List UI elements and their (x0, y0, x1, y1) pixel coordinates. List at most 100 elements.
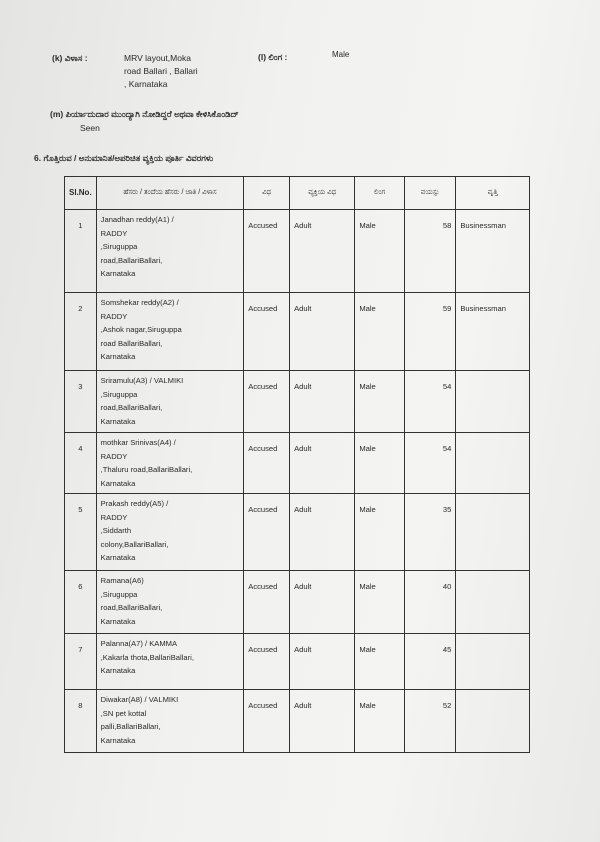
person-type-cell: Adult (289, 633, 356, 690)
sl-no-cell: 1 (64, 209, 97, 293)
type-cell: Accused (243, 689, 291, 753)
name-address-cell: Janadhan reddy(A1) / RADDY ,Siruguppa road,… (95, 209, 245, 293)
gender-cell: Male (354, 370, 405, 433)
name-address-line: road BallariBallari, (100, 338, 163, 348)
person-type-cell: Adult (289, 689, 356, 753)
name-address-line: Karnataka (100, 352, 136, 361)
table-row: 7 Palanna(A7) / KAMMA ,Kakarla thota,Balla… (64, 633, 530, 690)
gender-cell: Male (354, 633, 405, 690)
name-address-line: mothkar Srinivas(A4) / (100, 438, 176, 447)
address-line: , Karnataka (124, 79, 168, 89)
name-address-line: ,Kakarla thota,BallariBallari, (100, 652, 194, 662)
name-address-cell: Palanna(A7) / KAMMA ,Kakarla thota,Ballar… (95, 633, 245, 690)
table-row: 4 mothkar Srinivas(A4) / RADDY ,Thaluru roa… (64, 432, 530, 494)
address-line: road Ballari , Ballari (124, 66, 198, 76)
header-name: ಹೆಸರು / ತಂದೆಯ ಹೆಸರು / ಜಾತಿ / ವಿಳಾಸ (95, 176, 245, 210)
age-cell: 40 (403, 570, 457, 634)
sl-no-cell: 4 (64, 432, 97, 494)
header-age: ವಯಸ್ಸು (403, 176, 457, 210)
table-header-row: Sl.No. ಹೆಸರು / ತಂದೆಯ ಹೆಸರು / ಜಾತಿ / ವಿಳಾ… (64, 176, 530, 210)
name-address-line: RADDY (100, 228, 128, 238)
gender-label: (l) ಲಿಂಗ : (258, 52, 288, 62)
sl-no-cell: 6 (64, 570, 97, 634)
table-row: 1 Janadhan reddy(A1) / RADDY ,Siruguppa road… (64, 209, 530, 293)
name-address-line: ,Ashok nagar,Siruguppa (100, 325, 182, 334)
occupation-cell (455, 633, 530, 690)
age-cell: 54 (403, 432, 457, 494)
age-cell: 58 (403, 209, 457, 293)
occupation-cell (455, 570, 530, 634)
person-type-cell: Adult (289, 292, 356, 371)
section-6-title: 6. ಗೊತ್ತಿರುವ / ಅನುಮಾನಿತ/ಅಪರಿಚಿತ ವ್ಯಕ್ತಿಯ… (34, 153, 214, 163)
gender-cell: Male (354, 432, 405, 494)
type-cell: Accused (243, 432, 291, 494)
address-value: MRV layout,Moka road Ballari , Ballari ,… (124, 52, 198, 91)
occupation-cell (455, 493, 530, 571)
address-line: MRV layout,Moka (124, 53, 191, 63)
gender-cell: Male (354, 292, 405, 371)
name-address-line: Ramana(A6) (100, 576, 144, 585)
name-address-line: ,SN pet kottal (100, 708, 147, 718)
type-cell: Accused (243, 209, 291, 293)
name-address-line: Prakash reddy(A5) / (100, 499, 169, 508)
gender-cell: Male (354, 689, 405, 753)
name-address-line: RADDY (100, 512, 128, 522)
name-address-line: Karnataka (100, 478, 136, 488)
seen-heard-value: Seen (80, 123, 100, 133)
age-cell: 35 (403, 493, 457, 571)
name-address-line: road,BallariBallari, (100, 603, 163, 612)
gender-value: Male (332, 50, 350, 59)
header-gender: ಲಿಂಗ (354, 176, 405, 210)
person-type-cell: Adult (289, 570, 356, 634)
name-address-cell: Diwakar(A8) / VALMIKI ,SN pet kottal palli… (95, 689, 245, 753)
name-address-line: road,BallariBallari, (100, 403, 163, 412)
person-type-cell: Adult (289, 493, 356, 571)
name-address-line: ,Thaluru road,BallariBallari, (100, 465, 193, 474)
sl-no-cell: 3 (64, 370, 97, 433)
name-address-line: Karnataka (100, 269, 136, 278)
table-row: 5 Prakash reddy(A5) / RADDY ,Siddarth colony… (64, 493, 530, 571)
header-person-type: ವ್ಯಕ್ತಿಯ ವಿಧ (289, 176, 356, 210)
name-address-cell: Sriramulu(A3) / VALMIKI ,Siruguppa road,Ba… (95, 370, 245, 433)
table-row: 6 Ramana(A6) ,Siruguppa road,BallariBallari… (64, 570, 530, 634)
address-label: (k) ವಿಳಾಸ : (52, 53, 88, 63)
name-address-line: Palanna(A7) / KAMMA (100, 639, 178, 648)
type-cell: Accused (243, 292, 291, 371)
person-type-cell: Adult (289, 209, 356, 293)
seen-heard-label: (m) ಪಿರ್ಯಾದುದಾರ ಮುಂದ್ಯಾಗಿ ನೋಡಿದ್ದರೆ ಅಥವಾ… (50, 109, 239, 119)
name-address-line: Karnataka (100, 553, 136, 562)
name-address-line: palli,BallariBallari, (100, 722, 161, 731)
occupation-cell (455, 689, 530, 753)
occupation-cell: Businessman (455, 209, 530, 293)
type-cell: Accused (243, 370, 291, 433)
name-address-line: road,BallariBallari, (100, 255, 163, 265)
sl-no-cell: 5 (64, 493, 97, 571)
age-cell: 59 (403, 292, 457, 371)
type-cell: Accused (243, 570, 291, 634)
person-type-cell: Adult (289, 432, 356, 494)
gender-cell: Male (354, 209, 405, 293)
name-address-line: colony,BallariBallari, (100, 539, 169, 549)
age-cell: 54 (403, 370, 457, 433)
table-row: 8 Diwakar(A8) / VALMIKI ,SN pet kottal pall… (64, 689, 530, 753)
name-address-cell: Ramana(A6) ,Siruguppa road,BallariBallari,… (95, 570, 245, 634)
gender-cell: Male (354, 493, 405, 571)
name-address-line: Karnataka (100, 666, 136, 675)
name-address-cell: Prakash reddy(A5) / RADDY ,Siddarth colony,… (95, 493, 245, 571)
occupation-cell: Businessman (455, 292, 530, 371)
occupation-cell (455, 432, 530, 494)
header-occupation: ವೃತ್ತಿ (455, 176, 530, 210)
name-address-line: ,Siruguppa (100, 589, 138, 599)
name-address-line: Somshekar reddy(A2) / (100, 298, 179, 307)
name-address-cell: mothkar Srinivas(A4) / RADDY ,Thaluru road… (95, 432, 245, 494)
age-cell: 52 (403, 689, 457, 753)
sl-no-cell: 2 (64, 292, 97, 371)
accused-table: Sl.No. ಹೆಸರು / ತಂದೆಯ ಹೆಸರು / ಜಾತಿ / ವಿಳಾ… (64, 176, 530, 753)
name-address-line: Karnataka (100, 416, 136, 426)
age-cell: 45 (403, 633, 457, 690)
name-address-line: ,Siddarth (100, 526, 132, 535)
type-cell: Accused (243, 493, 291, 571)
name-address-line: Diwakar(A8) / VALMIKI (100, 695, 179, 704)
header-type: ವಿಧ (243, 176, 291, 210)
header-sl-no: Sl.No. (64, 176, 97, 210)
